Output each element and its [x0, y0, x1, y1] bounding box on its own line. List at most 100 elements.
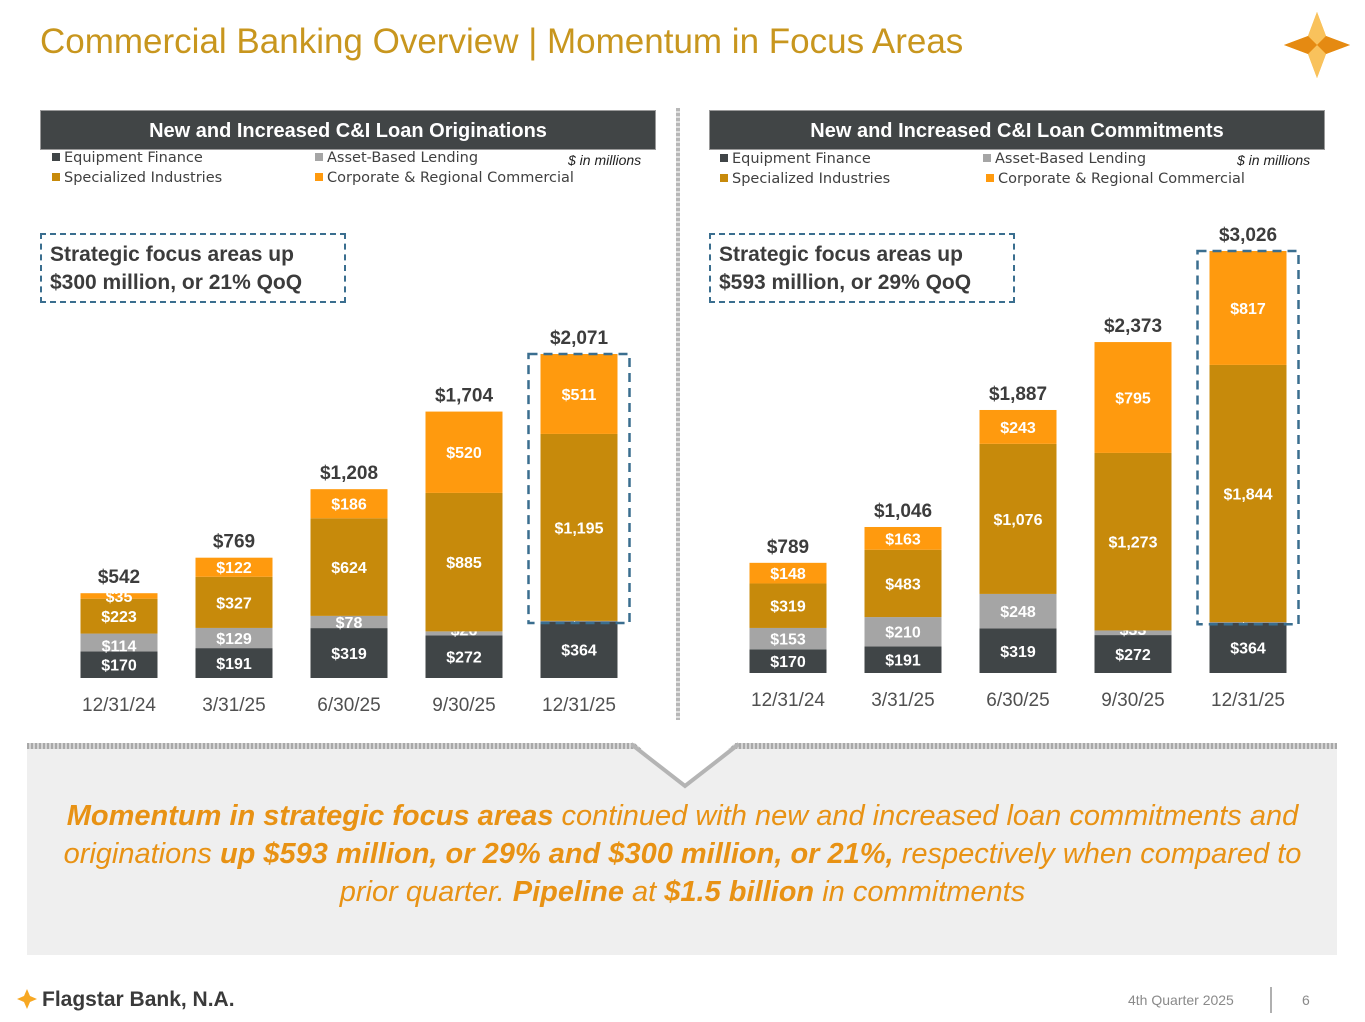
data-label-equipment-finance-4: $364	[561, 643, 597, 660]
x-tick-label-2: 6/30/25	[317, 695, 380, 716]
x-tick-label-4: 12/31/25	[542, 695, 616, 716]
left-legend-equipment-finance: Equipment Finance	[52, 150, 203, 166]
summary-part-6: $1.5 billion	[664, 876, 815, 908]
bar-segment-corporate-regional-commercial-0	[749, 562, 827, 584]
page-title: Commercial Banking Overview | Momentum i…	[40, 22, 964, 61]
bar-segment-asset-based-lending-2	[310, 615, 388, 629]
data-label-specialized-industries-0: $223	[101, 609, 137, 626]
bar-segment-corporate-regional-commercial-2	[979, 409, 1057, 444]
data-label-asset-based-lending-2: $248	[1000, 604, 1036, 621]
data-label-corporate-regional-commercial-1: $163	[885, 531, 921, 548]
data-label-corporate-regional-commercial-0: $148	[770, 566, 806, 583]
legend-swatch-icon	[52, 173, 60, 181]
total-label-2: $1,208	[320, 463, 378, 484]
bar-segment-equipment-finance-0	[749, 649, 827, 673]
legend-swatch-icon	[52, 153, 60, 161]
legend-swatch-icon	[983, 154, 991, 162]
bar-segment-equipment-finance-2	[979, 628, 1057, 673]
total-label-4: $2,071	[550, 328, 609, 349]
data-label-specialized-industries-4: $1,844	[1224, 487, 1273, 504]
left-callout: Strategic focus areas up $300 million, o…	[40, 233, 346, 303]
bar-segment-asset-based-lending-1	[864, 617, 942, 647]
bar-segment-equipment-finance-4	[1209, 622, 1287, 673]
bar-segment-asset-based-lending-4	[540, 620, 618, 622]
data-label-corporate-regional-commercial-4: $511	[562, 387, 597, 404]
bar-segment-asset-based-lending-0	[749, 627, 827, 650]
data-label-corporate-regional-commercial-0: $35	[106, 589, 133, 606]
panel-divider	[676, 108, 680, 720]
bar-segment-corporate-regional-commercial-1	[864, 526, 942, 550]
bar-segment-asset-based-lending-4	[1209, 622, 1287, 623]
bar-segment-equipment-finance-3	[425, 635, 503, 678]
legend-swatch-icon	[315, 173, 323, 181]
data-label-corporate-regional-commercial-1: $122	[216, 560, 252, 577]
total-label-3: $1,704	[435, 385, 494, 406]
right-legend-specialized-industries: Specialized Industries	[720, 171, 890, 187]
left-callout-line-1: Strategic focus areas up	[50, 243, 294, 266]
right-unit-note: $ in millions	[1237, 152, 1311, 168]
total-label-0: $542	[98, 567, 140, 588]
bar-segment-asset-based-lending-2	[979, 593, 1057, 629]
x-tick-label-4: 12/31/25	[1211, 690, 1285, 711]
x-tick-label-3: 9/30/25	[1101, 690, 1164, 711]
data-label-asset-based-lending-0: $153	[770, 632, 806, 649]
total-label-1: $769	[213, 532, 255, 553]
x-tick-label-3: 9/30/25	[432, 695, 495, 716]
bar-segment-asset-based-lending-1	[195, 627, 273, 649]
data-label-equipment-finance-1: $191	[216, 656, 252, 673]
data-label-specialized-industries-4: $1,195	[555, 520, 604, 537]
bar-segment-asset-based-lending-3	[425, 631, 503, 636]
data-label-corporate-regional-commercial-2: $243	[1000, 420, 1036, 437]
data-label-asset-based-lending-1: $129	[216, 631, 252, 648]
bar-segment-equipment-finance-4	[540, 621, 618, 678]
data-label-specialized-industries-2: $1,076	[994, 512, 1043, 529]
left-panel-header: New and Increased C&I Loan Originations	[40, 110, 656, 150]
summary-part-7: in commitments	[814, 876, 1026, 908]
data-label-corporate-regional-commercial-2: $186	[331, 497, 367, 514]
left-callout-line-2: $300 million, or 21% QoQ	[50, 271, 303, 294]
footer-brand: Flagstar Bank, N.A.	[16, 988, 235, 1012]
data-label-asset-based-lending-2: $78	[336, 615, 363, 632]
bar-segment-equipment-finance-1	[195, 648, 273, 678]
commitments-chart: $170 $153 $319 $148 $789 12/31/24 $191 $210 $483…	[749, 225, 1300, 711]
summary-part-5: at	[623, 876, 665, 908]
total-label-3: $2,373	[1104, 316, 1162, 337]
summary-text: Momentum in strategic focus areas contin…	[40, 797, 1325, 911]
left-legend-asset-based-lending: Asset-Based Lending	[315, 150, 478, 166]
data-label-specialized-industries-3: $885	[446, 555, 482, 572]
bar-segment-corporate-regional-commercial-1	[195, 557, 273, 577]
bar-segment-corporate-regional-commercial-3	[1094, 342, 1172, 453]
data-label-equipment-finance-1: $191	[885, 653, 921, 670]
data-label-equipment-finance-3: $272	[446, 650, 482, 667]
data-label-equipment-finance-2: $319	[1000, 644, 1036, 661]
data-label-corporate-regional-commercial-4: $817	[1230, 301, 1266, 318]
highlight-dashed-box	[1196, 249, 1300, 626]
total-label-4: $3,026	[1219, 225, 1277, 246]
flagstar-small-logo-icon	[17, 989, 37, 1009]
x-tick-label-0: 12/31/24	[82, 695, 156, 716]
summary-part-1: continued with new and increased loan co…	[63, 800, 1299, 870]
bar-segment-equipment-finance-3	[1094, 635, 1172, 673]
bar-segment-specialized-industries-3	[425, 492, 503, 632]
data-label-equipment-finance-4: $364	[1230, 641, 1266, 658]
bar-segment-equipment-finance-0	[80, 651, 158, 678]
x-tick-label-0: 12/31/24	[751, 690, 825, 711]
left-unit-note: $ in millions	[568, 152, 642, 168]
footer-quarter: 4th Quarter 2025	[1128, 992, 1234, 1008]
footer-brand-label: Flagstar Bank, N.A.	[42, 988, 235, 1011]
data-label-corporate-regional-commercial-3: $795	[1115, 391, 1151, 408]
right-legend-equipment-finance: Equipment Finance	[720, 151, 871, 167]
data-label-corporate-regional-commercial-3: $520	[446, 445, 482, 462]
bar-segment-corporate-regional-commercial-4	[1209, 251, 1287, 365]
data-label-equipment-finance-2: $319	[331, 646, 367, 663]
legend-swatch-icon	[720, 174, 728, 182]
footer-separator	[1270, 987, 1272, 1013]
data-label-equipment-finance-0: $170	[101, 658, 137, 675]
highlight-dashed-box	[527, 352, 631, 625]
bar-segment-corporate-regional-commercial-4	[540, 354, 618, 434]
x-tick-label-1: 3/31/25	[202, 695, 265, 716]
total-label-0: $789	[767, 537, 809, 558]
bar-segment-corporate-regional-commercial-0	[80, 593, 158, 599]
summary-part-4: Pipeline	[512, 876, 624, 908]
right-callout-line-1: Strategic focus areas up	[719, 243, 963, 266]
